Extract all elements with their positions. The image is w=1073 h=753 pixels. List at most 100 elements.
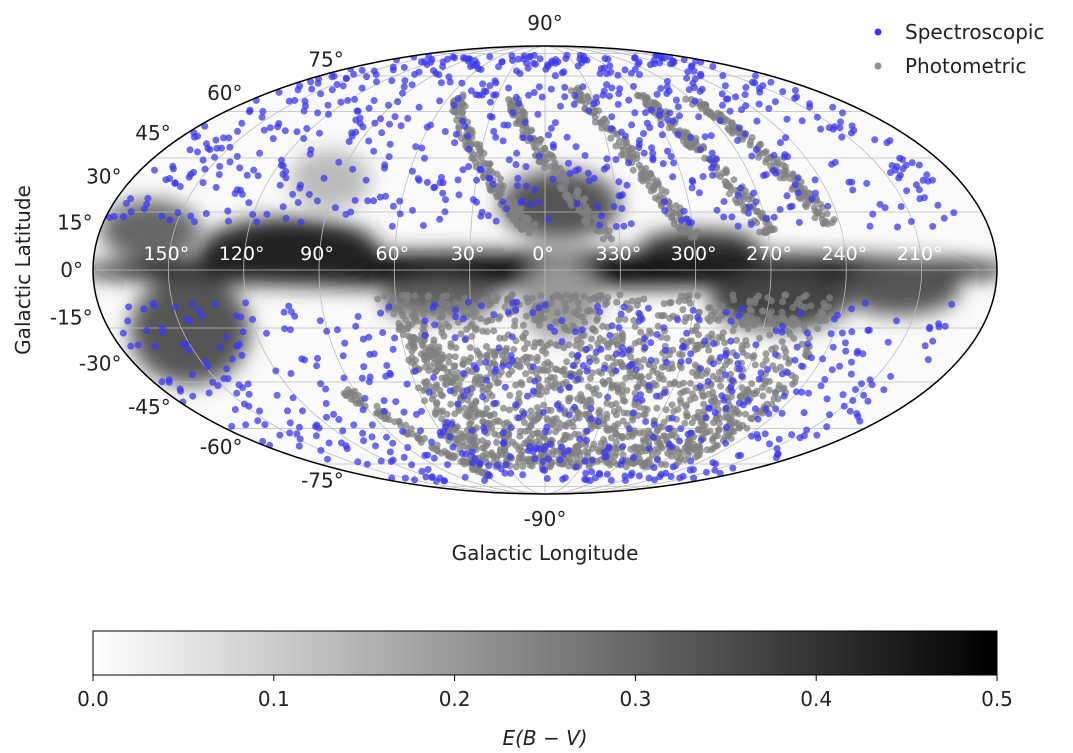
- spectroscopic-point: [358, 84, 366, 92]
- photometric-point: [563, 291, 570, 299]
- photometric-point: [530, 343, 538, 351]
- spectroscopic-point: [601, 55, 609, 62]
- photometric-point: [485, 389, 493, 397]
- photometric-point: [628, 297, 636, 305]
- spectroscopic-point: [386, 120, 393, 128]
- spectroscopic-point: [811, 189, 819, 197]
- spectroscopic-point: [225, 217, 232, 225]
- photometric-point: [565, 395, 573, 402]
- spectroscopic-point: [486, 82, 494, 90]
- spectroscopic-point: [380, 407, 388, 415]
- latitude-tick-label: 45°: [135, 121, 170, 145]
- spectroscopic-point: [924, 356, 932, 364]
- spectroscopic-point: [880, 386, 888, 394]
- spectroscopic-point: [527, 200, 534, 208]
- spectroscopic-point: [839, 391, 847, 399]
- photometric-point: [612, 438, 620, 446]
- spectroscopic-point: [231, 406, 239, 413]
- spectroscopic-point: [194, 148, 201, 156]
- photometric-point: [614, 388, 622, 396]
- spectroscopic-point: [224, 207, 232, 215]
- spectroscopic-point: [807, 354, 815, 362]
- spectroscopic-point: [553, 401, 561, 409]
- photometric-point: [501, 346, 509, 354]
- dust-map: [93, 46, 997, 494]
- photometric-point: [619, 417, 627, 425]
- spectroscopic-point: [856, 417, 864, 425]
- spectroscopic-point: [697, 146, 705, 154]
- photometric-point: [545, 462, 553, 470]
- spectroscopic-point: [850, 126, 858, 134]
- photometric-point: [675, 297, 683, 305]
- photometric-point: [693, 344, 700, 352]
- spectroscopic-point: [656, 59, 664, 67]
- spectroscopic-point: [617, 128, 625, 136]
- spectroscopic-point: [287, 370, 295, 377]
- spectroscopic-point: [305, 190, 313, 198]
- photometric-point: [586, 374, 594, 382]
- spectroscopic-point: [804, 340, 812, 348]
- spectroscopic-point: [557, 102, 564, 110]
- spectroscopic-point: [223, 365, 231, 373]
- photometric-point: [691, 233, 699, 240]
- spectroscopic-point: [441, 208, 449, 216]
- spectroscopic-point: [840, 402, 848, 410]
- spectroscopic-point: [293, 128, 301, 136]
- spectroscopic-point: [360, 437, 368, 445]
- spectroscopic-point: [281, 127, 289, 135]
- spectroscopic-point: [400, 453, 408, 461]
- spectroscopic-point: [460, 369, 467, 377]
- photometric-point: [527, 434, 534, 442]
- photometric-point: [791, 316, 799, 323]
- spectroscopic-point: [303, 125, 311, 132]
- spectroscopic-point: [687, 350, 695, 358]
- spectroscopic-point: [745, 203, 753, 211]
- photometric-point: [786, 330, 794, 338]
- spectroscopic-point: [266, 124, 274, 132]
- spectroscopic-point: [363, 460, 371, 468]
- spectroscopic-point: [580, 52, 587, 60]
- photometric-point: [550, 447, 558, 455]
- photometric-point: [496, 313, 504, 321]
- photometric-point: [603, 340, 611, 348]
- spectroscopic-point: [400, 63, 408, 71]
- spectroscopic-point: [388, 222, 396, 230]
- photometric-point: [566, 197, 574, 205]
- spectroscopic-point: [782, 134, 790, 142]
- spectroscopic-point: [702, 468, 710, 476]
- spectroscopic-point: [791, 356, 799, 364]
- photometric-point: [436, 386, 444, 394]
- spectroscopic-point: [721, 82, 729, 90]
- photometric-point: [468, 140, 476, 148]
- spectroscopic-point: [706, 156, 714, 163]
- photometric-point: [574, 299, 582, 306]
- photometric-point: [540, 401, 548, 409]
- spectroscopic-point: [605, 444, 613, 452]
- photometric-point: [628, 145, 636, 152]
- photometric-point: [444, 300, 452, 308]
- photometric-point: [686, 379, 694, 387]
- photometric-point: [785, 359, 793, 367]
- photometric-point: [451, 353, 459, 361]
- spectroscopic-point: [770, 151, 778, 159]
- photometric-point: [480, 173, 487, 181]
- photometric-point: [662, 188, 670, 196]
- spectroscopic-point: [531, 455, 539, 463]
- spectroscopic-point: [282, 174, 290, 182]
- spectroscopic-point: [574, 375, 582, 383]
- spectroscopic-point: [169, 165, 177, 173]
- spectroscopic-point: [823, 395, 831, 403]
- spectroscopic-point: [464, 132, 472, 140]
- spectroscopic-point: [437, 79, 445, 87]
- spectroscopic-point: [399, 427, 407, 435]
- spectroscopic-point: [419, 222, 427, 229]
- spectroscopic-point: [505, 156, 513, 164]
- spectroscopic-point: [893, 317, 900, 325]
- photometric-point: [507, 291, 515, 299]
- spectroscopic-point: [391, 113, 399, 121]
- spectroscopic-point: [381, 164, 388, 172]
- photometric-point: [690, 444, 698, 451]
- spectroscopic-point: [848, 305, 856, 313]
- spectroscopic-point: [218, 144, 225, 152]
- spectroscopic-point: [594, 418, 602, 425]
